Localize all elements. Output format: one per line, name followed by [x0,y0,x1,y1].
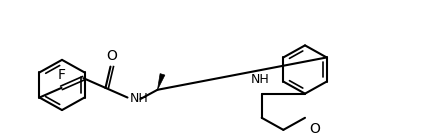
Text: F: F [58,68,66,82]
Text: O: O [106,49,117,63]
Polygon shape [157,74,165,90]
Text: O: O [309,122,320,136]
Text: NH: NH [129,92,148,105]
Text: NH: NH [250,73,269,86]
